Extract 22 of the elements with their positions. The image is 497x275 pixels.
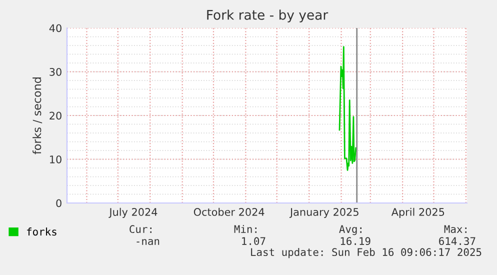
text: 614.37 xyxy=(439,237,476,246)
text: 16.19 xyxy=(340,237,370,246)
x-tick-label: January 2025 xyxy=(289,208,358,218)
x-tick-label: April 2025 xyxy=(391,208,444,218)
y-tick-label: 20 xyxy=(50,112,62,120)
chart-title: Fork rate - by year xyxy=(207,10,328,22)
y-tick-label: 30 xyxy=(50,68,62,76)
y-tick-label: 10 xyxy=(50,155,62,164)
text: Cur: xyxy=(130,225,152,234)
x-tick-label: July 2024 xyxy=(108,208,158,218)
text: -nan xyxy=(136,239,160,246)
x-tick-label: October 2024 xyxy=(194,208,264,216)
text: 1.07 xyxy=(242,237,266,246)
text: Last update: Sun Feb 16 09:06:17 2025 xyxy=(251,248,482,258)
y-tick-label: 40 xyxy=(49,24,62,32)
text: Avg: xyxy=(339,225,362,236)
y-tick-label: 0 xyxy=(56,199,62,208)
line-series xyxy=(338,46,358,171)
text: Min: xyxy=(234,224,256,233)
legend-label: forks xyxy=(27,228,56,236)
text: Max: xyxy=(444,225,466,234)
y-axis-title: forks / second xyxy=(32,78,42,154)
